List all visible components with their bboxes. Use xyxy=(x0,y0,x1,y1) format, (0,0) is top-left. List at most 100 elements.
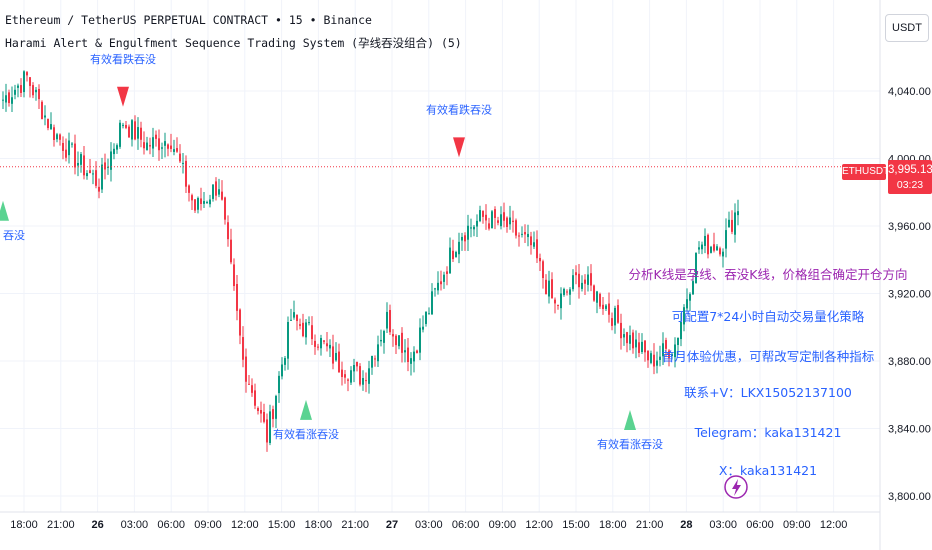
candle-body xyxy=(683,307,685,325)
currency-button[interactable]: USDT xyxy=(885,14,929,42)
candle-body xyxy=(569,289,571,295)
candle-body xyxy=(497,220,499,223)
candle-body xyxy=(23,71,25,93)
candle-body xyxy=(572,275,574,290)
candle-body xyxy=(731,219,733,232)
candle-body xyxy=(509,217,511,225)
time-tick-label: 03:00 xyxy=(709,519,737,531)
candle-body xyxy=(563,288,565,295)
candle-body xyxy=(626,332,628,344)
candle-body xyxy=(623,334,625,338)
bear-signal-triangle xyxy=(453,137,465,158)
time-tick-label: 12:00 xyxy=(525,519,553,531)
candle-body xyxy=(248,383,250,385)
candle-body xyxy=(89,170,91,174)
last-price-value: 3,995.13 xyxy=(888,164,932,176)
time-tick-label: 12:00 xyxy=(820,519,848,531)
candle-body xyxy=(560,293,562,309)
promo-line-2: 可配置7*24小时自动交易量化策略 xyxy=(671,309,865,324)
candle-body xyxy=(122,124,124,126)
candle-body xyxy=(371,356,373,368)
candle-body xyxy=(2,99,4,101)
candle-body xyxy=(158,138,160,151)
candle-body xyxy=(488,223,490,229)
candle-body xyxy=(398,335,400,347)
price-tick-label: 3,960.00 xyxy=(888,221,931,233)
candle-body xyxy=(236,284,238,311)
candle-body xyxy=(41,101,43,120)
candle-body xyxy=(518,235,520,237)
candle-body xyxy=(17,85,19,88)
candle-body xyxy=(242,337,244,360)
candle-body xyxy=(296,314,298,321)
candle-body xyxy=(596,291,598,303)
candle-body xyxy=(275,395,277,419)
time-tick-label: 09:00 xyxy=(194,519,222,531)
candle-body xyxy=(326,343,328,347)
candle-body xyxy=(218,189,220,195)
candle-body xyxy=(464,235,466,242)
candle-body xyxy=(542,261,544,279)
time-tick-label: 15:00 xyxy=(562,519,590,531)
candle-body xyxy=(332,346,334,364)
candle-body xyxy=(611,318,613,326)
candle-body xyxy=(602,304,604,310)
candle-body xyxy=(8,92,10,104)
candle-body xyxy=(341,369,343,377)
candle-body xyxy=(5,95,7,103)
candle-body xyxy=(386,311,388,329)
candle-body xyxy=(47,118,49,129)
last-price-badge: 3,995.13 03:23 xyxy=(888,160,932,194)
candle-body xyxy=(215,181,217,196)
candle-body xyxy=(662,343,664,357)
candle-body xyxy=(167,144,169,149)
candle-body xyxy=(506,217,508,227)
candle-body xyxy=(578,273,580,288)
candle-body xyxy=(302,322,304,337)
candle-body xyxy=(29,77,31,86)
candle-body xyxy=(116,145,118,150)
candle-body xyxy=(182,162,184,164)
candle-body xyxy=(476,220,478,227)
candle-body xyxy=(692,281,694,295)
candle-body xyxy=(53,127,55,141)
time-tick-label: 18:00 xyxy=(599,519,627,531)
candle-body xyxy=(686,299,688,309)
candle-body xyxy=(134,121,136,140)
candle-body xyxy=(155,134,157,139)
candle-body xyxy=(734,212,736,235)
candle-body xyxy=(404,350,406,353)
time-tick-label: 06:00 xyxy=(746,519,774,531)
promo-line-3: 首月体验优惠，可帮改写定制各种指标 xyxy=(661,349,875,364)
price-tick-label: 3,800.00 xyxy=(888,491,931,503)
candle-body xyxy=(533,242,535,247)
candle-body xyxy=(665,340,667,349)
candle-body xyxy=(545,279,547,295)
candle-body xyxy=(713,244,715,251)
candle-body xyxy=(344,374,346,378)
candle-body xyxy=(503,212,505,221)
lightning-bolt xyxy=(732,479,741,496)
candle-body xyxy=(233,264,235,287)
candle-body xyxy=(125,124,127,128)
candle-body xyxy=(470,227,472,229)
candle-body xyxy=(737,211,739,216)
time-tick-label: 28 xyxy=(680,519,692,531)
candle-body xyxy=(458,241,460,255)
indicator-header[interactable]: Harami Alert & Engulfment Sequence Tradi… xyxy=(5,36,462,50)
price-tick-label: 3,920.00 xyxy=(888,289,931,301)
candle-body xyxy=(443,274,445,282)
candle-body xyxy=(575,272,577,276)
candle-body xyxy=(677,337,679,345)
candle-body xyxy=(65,149,67,158)
candle-body xyxy=(251,385,253,393)
candle-body xyxy=(605,305,607,309)
candle-body xyxy=(446,271,448,274)
candle-body xyxy=(434,288,436,290)
candle-body xyxy=(170,145,172,149)
candle-body xyxy=(137,127,139,139)
symbol-header[interactable]: Ethereum / TetherUS PERPETUAL CONTRACT •… xyxy=(5,13,372,27)
candle-body xyxy=(524,232,526,235)
candle-body xyxy=(278,375,280,394)
